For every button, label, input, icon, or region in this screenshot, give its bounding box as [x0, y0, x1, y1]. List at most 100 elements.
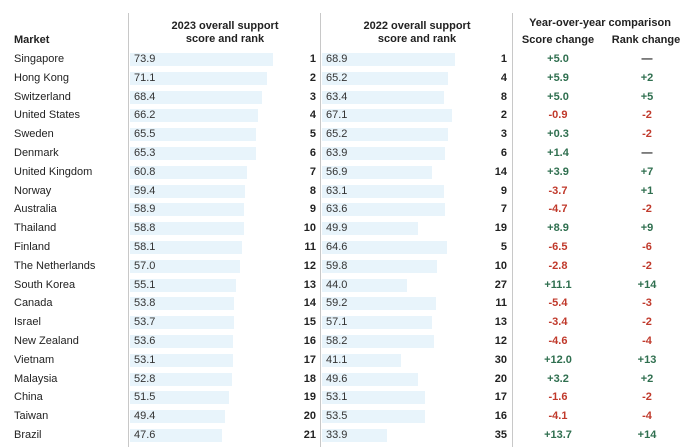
- rank-change: -3: [642, 297, 652, 310]
- score-bar-2022: [322, 146, 446, 160]
- score-2022: 53.1: [326, 391, 348, 404]
- rank-change: -6: [642, 240, 652, 253]
- header-score-change: Score change: [521, 34, 595, 46]
- table-row: Denmark 65.3 6 63.9 6 +1.4 —: [0, 144, 694, 163]
- score-bar-2023: [130, 410, 226, 424]
- market-name: New Zealand: [14, 334, 79, 347]
- table-row: United Kingdom 60.8 7 56.9 14 +3.9 +7: [0, 163, 694, 182]
- score-bar-2023: [130, 53, 273, 66]
- rank-2022: 9: [500, 184, 507, 197]
- rank-change: -4: [642, 410, 652, 423]
- score-2023: 59.4: [134, 184, 156, 197]
- score-change: -2.8: [548, 259, 568, 272]
- score-2022: 59.8: [326, 259, 348, 272]
- rank-2023: 14: [303, 297, 316, 310]
- score-2023: 68.4: [134, 90, 156, 103]
- rank-2022: 10: [494, 259, 507, 272]
- score-bar-2022: [322, 391, 425, 405]
- rank-2022: 3: [500, 128, 507, 141]
- rank-2023: 20: [303, 410, 316, 423]
- score-2023: 53.1: [134, 353, 156, 366]
- score-change: +5.0: [547, 53, 569, 65]
- score-2023: 71.1: [134, 71, 156, 84]
- score-2022: 68.9: [326, 53, 348, 65]
- score-bar-2022: [322, 90, 445, 104]
- market-name: Canada: [14, 297, 53, 310]
- rank-change: -2: [642, 109, 652, 122]
- rank-2023: 9: [309, 203, 316, 216]
- score-2023: 58.1: [134, 240, 156, 253]
- column-divider: [320, 13, 321, 447]
- rank-2023: 4: [309, 109, 316, 122]
- table-row: Thailand 58.8 10 49.9 19 +8.9 +9: [0, 219, 694, 238]
- score-bar-2023: [130, 222, 244, 236]
- rank-change: +1: [640, 184, 654, 197]
- score-2023: 47.6: [134, 428, 156, 441]
- score-bar-2023: [130, 128, 257, 142]
- score-bar-2023: [130, 259, 240, 273]
- table-row: Norway 59.4 8 63.1 9 -3.7 +1: [0, 182, 694, 201]
- rank-2023: 13: [303, 278, 316, 291]
- table-body: Singapore 73.9 1 68.9 1 +5.0— Hong Kong 71.1 2 65…: [0, 50, 694, 445]
- score-bar-2022: [322, 53, 455, 66]
- rank-2022: 17: [494, 391, 507, 404]
- header-yoy: Year-over-year comparison: [529, 17, 671, 29]
- score-change: +1.4: [547, 146, 569, 159]
- table-row: Hong Kong 71.1 2 65.2 4 +5.9 +2: [0, 69, 694, 88]
- score-bar-2022: [322, 71, 448, 85]
- table-row: Sweden 65.5 5 65.2 3 +0.3 -2: [0, 125, 694, 144]
- score-bar-2022: [322, 353, 402, 367]
- score-bar-2023: [130, 297, 234, 311]
- rank-2023: 16: [303, 334, 316, 347]
- rank-2022: 1: [500, 53, 507, 65]
- score-2022: 65.2: [326, 128, 348, 141]
- column-divider: [128, 13, 129, 447]
- rank-change: -2: [642, 203, 652, 216]
- table-row: Israel 53.7 15 57.1 13 -3.4 -2: [0, 313, 694, 332]
- table-row: United States 66.2 4 67.1 2 -0.9 -2: [0, 106, 694, 125]
- rank-change: +14: [637, 428, 657, 441]
- table-row: Canada 53.8 14 59.2 11 -5.4 -3: [0, 294, 694, 313]
- score-bar-2023: [130, 240, 243, 254]
- score-bar-2022: [322, 278, 407, 292]
- rank-2023: 10: [303, 222, 316, 235]
- score-bar-2022: [322, 203, 445, 217]
- rank-2022: 19: [494, 222, 507, 235]
- market-name: United States: [14, 109, 81, 122]
- table-row: Brazil 47.6 21 33.9 35 +13.7 +14: [0, 426, 694, 445]
- header-2022: 2022 overall support score and rank: [342, 20, 492, 46]
- header-2023-line2: score and rank: [185, 33, 265, 45]
- score-2023: 55.1: [134, 278, 156, 291]
- score-bar-2022: [322, 222, 419, 236]
- score-bar-2023: [130, 184, 245, 198]
- rank-2023: 6: [309, 146, 316, 159]
- score-bar-2022: [322, 165, 432, 179]
- score-bar-2023: [130, 316, 234, 330]
- market-name: Australia: [14, 203, 57, 216]
- score-2022: 63.9: [326, 146, 348, 159]
- rank-change: -2: [642, 128, 652, 141]
- score-bar-2022: [322, 128, 448, 142]
- score-2022: 64.6: [326, 240, 348, 253]
- market-name: Malaysia: [14, 372, 58, 385]
- rank-change: -2: [642, 259, 652, 272]
- rank-change: -4: [642, 334, 652, 347]
- score-2022: 56.9: [326, 165, 348, 178]
- score-bar-2023: [130, 146, 256, 160]
- rank-2023: 5: [309, 128, 316, 141]
- rank-2022: 27: [494, 278, 507, 291]
- rank-2022: 7: [500, 203, 507, 216]
- market-name: Finland: [14, 240, 51, 253]
- score-2022: 44.0: [326, 278, 348, 291]
- rank-change: +2: [640, 372, 654, 385]
- score-change: -6.5: [548, 240, 568, 253]
- rank-2023: 12: [303, 259, 316, 272]
- score-bar-2022: [322, 297, 437, 311]
- score-2022: 63.4: [326, 90, 348, 103]
- rank-2022: 35: [494, 428, 507, 441]
- score-2023: 60.8: [134, 165, 156, 178]
- rank-2022: 12: [494, 334, 507, 347]
- market-name: Norway: [14, 184, 52, 197]
- score-2022: 33.9: [326, 428, 348, 441]
